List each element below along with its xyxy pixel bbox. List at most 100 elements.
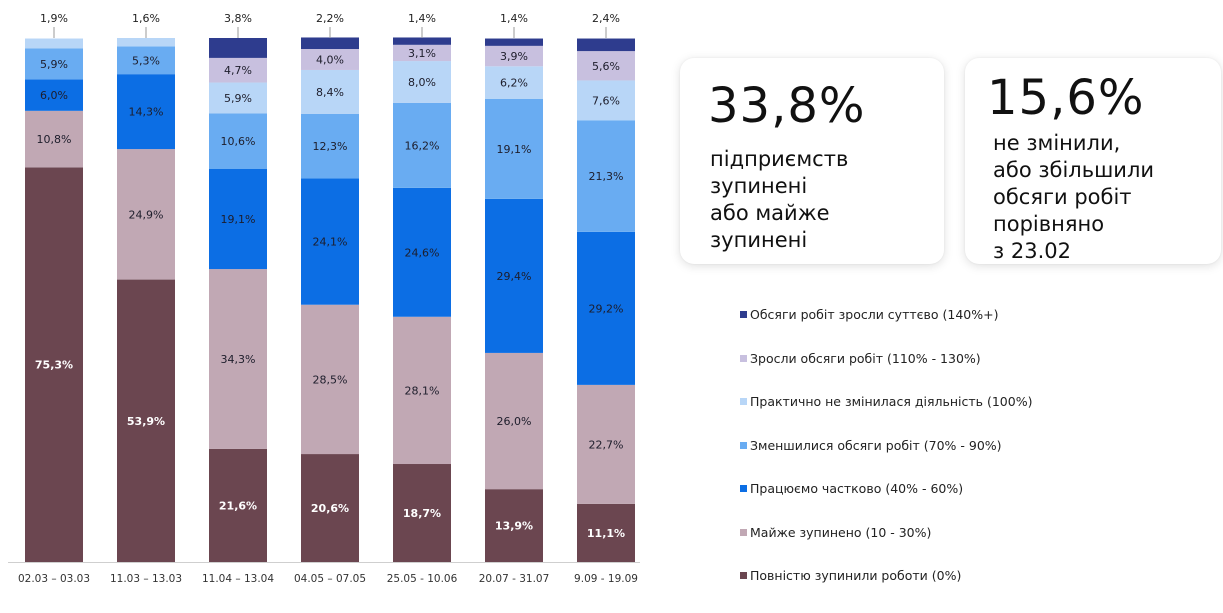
data-label: 26,0% [497, 415, 532, 428]
data-label: 8,4% [316, 86, 344, 99]
legend-item: Майже зупинено (10 - 30%) [740, 524, 1032, 540]
top-data-label: 2,2% [316, 12, 344, 25]
top-data-label: 1,4% [500, 12, 528, 25]
bar-segment [301, 304, 359, 455]
bar-segment [485, 38, 543, 46]
x-tick-label: 25.05 - 10.06 [387, 573, 458, 585]
bar-segment [301, 49, 359, 70]
data-label: 5,9% [224, 92, 252, 105]
data-label: 28,5% [313, 373, 348, 386]
data-label: 12,3% [313, 140, 348, 153]
data-label: 4,0% [316, 53, 344, 66]
bar-segment [301, 454, 359, 562]
x-tick-label: 20.07 - 31.07 [479, 573, 550, 585]
legend-item: Повністю зупинили роботи (0%) [740, 569, 1032, 583]
data-label: 7,6% [592, 94, 620, 107]
bar-segment [485, 66, 543, 99]
bar-segment [485, 198, 543, 353]
data-label: 24,1% [313, 236, 348, 249]
data-label: 5,9% [40, 58, 68, 71]
data-label: 18,7% [403, 507, 441, 520]
data-label: 16,2% [405, 139, 440, 152]
data-label: 13,9% [495, 520, 533, 533]
data-label: 24,6% [405, 246, 440, 259]
bar-segment [117, 279, 175, 562]
x-tick-label: 04.05 – 07.05 [294, 573, 366, 585]
data-label: 19,1% [497, 143, 532, 156]
legend-label: Практично не змінилася діяльність (100%) [750, 394, 1033, 409]
stacked-bar-chart: 75,3% 10,8% 6,0% 5,9% 1,9% 02.03 – 03.03 53,9%… [8, 12, 640, 585]
bar-segment [393, 187, 451, 317]
legend-label: Обсяги робіт зросли суттєво (140%+) [750, 307, 999, 322]
bar-segment [25, 79, 83, 111]
bar-segment [577, 38, 635, 52]
top-data-label: 1,4% [408, 12, 436, 25]
data-label: 24,9% [129, 208, 164, 221]
data-label: 21,3% [589, 170, 624, 183]
x-tick-label: 02.03 – 03.03 [18, 573, 90, 585]
bar-segment [117, 74, 175, 150]
bar-segment [485, 352, 543, 490]
bar-segment [485, 489, 543, 562]
bar-segment [577, 51, 635, 81]
legend-label: Зменшилися обсяги робіт (70% - 90%) [750, 437, 1002, 453]
legend-label: Повністю зупинили роботи (0%) [750, 568, 962, 583]
data-label: 22,7% [589, 438, 624, 451]
stat-card-value: 33,8% [708, 78, 866, 134]
top-data-label: 1,9% [40, 12, 68, 25]
data-label: 20,6% [311, 502, 349, 515]
bar-segment [485, 98, 543, 199]
bar-segment [25, 167, 83, 563]
data-label: 3,9% [500, 50, 528, 63]
x-tick-label: 11.03 – 13.03 [110, 573, 182, 585]
bar-segment [117, 149, 175, 280]
data-label: 8,0% [408, 76, 436, 89]
bar-segment [577, 503, 635, 562]
bar-segment [209, 38, 267, 58]
stat-card-stopped: 33,8% підприємств зупинені або майже зуп… [680, 58, 944, 264]
bar-segment [301, 113, 359, 179]
bar-segment [393, 464, 451, 562]
bar-segment [301, 178, 359, 305]
data-label: 19,1% [221, 213, 256, 226]
top-data-label: 1,6% [132, 12, 160, 25]
legend-label: Майже зупинено (10 - 30%) [750, 524, 932, 540]
legend-label: Зросли обсяги робіт (110% - 130%) [750, 350, 981, 366]
bar-segment [209, 113, 267, 169]
data-label: 14,3% [129, 106, 164, 119]
bar-segment [393, 37, 451, 45]
stat-card-unchanged: 15,6% не змінили, або збільшили обсяги р… [965, 58, 1221, 264]
data-label: 29,2% [589, 302, 624, 315]
data-label: 5,6% [592, 60, 620, 73]
x-tick-label: 9.09 - 19.09 [574, 573, 638, 585]
bar-segment [577, 384, 635, 504]
data-label: 4,7% [224, 64, 252, 77]
bar-segment [393, 316, 451, 465]
data-label: 75,3% [35, 359, 73, 372]
legend-swatch [740, 485, 747, 492]
bar-segment [301, 69, 359, 114]
data-label: 28,1% [405, 384, 440, 397]
top-data-label: 2,4% [592, 12, 620, 25]
bar-segment [25, 38, 83, 49]
bar-segment [117, 46, 175, 75]
bar-segment [209, 57, 267, 83]
legend-swatch [740, 354, 747, 362]
bar-segment [209, 169, 267, 270]
legend-item: Зросли обсяги робіт (110% - 130%) [740, 350, 1032, 366]
data-label: 6,0% [40, 89, 68, 102]
data-label: 3,1% [408, 47, 436, 60]
stat-card-text: підприємств зупинені або майже зупинені [710, 147, 849, 252]
top-data-label: 3,8% [224, 12, 252, 25]
bar-segment [25, 48, 83, 80]
bar-segment [209, 82, 267, 114]
legend-swatch [740, 572, 747, 579]
stat-card-value: 15,6% [987, 70, 1145, 126]
legend-item: Працюємо частково (40% - 60%) [740, 482, 1032, 496]
data-label: 34,3% [221, 353, 256, 366]
bar-segment [577, 120, 635, 232]
legend-swatch [740, 311, 747, 318]
data-label: 6,2% [500, 77, 528, 90]
bar-segment [393, 44, 451, 62]
legend-label: Працюємо частково (40% - 60%) [750, 481, 964, 496]
